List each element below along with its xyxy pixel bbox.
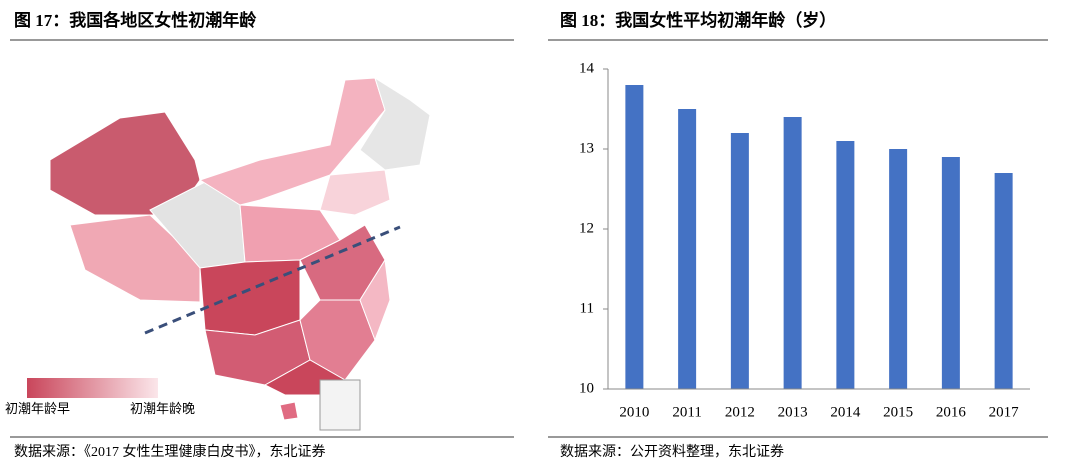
- x-tick-label: 2012: [725, 404, 755, 420]
- y-tick-label: 14: [579, 60, 595, 76]
- y-tick-label: 10: [579, 380, 594, 396]
- x-tick-label: 2010: [619, 404, 649, 420]
- map-title: 图 17：我国各地区女性初潮年龄: [14, 10, 257, 30]
- bar: [994, 173, 1013, 389]
- legend-gradient: [27, 378, 158, 398]
- bar: [678, 109, 697, 389]
- x-tick-label: 2014: [830, 404, 861, 420]
- x-tick-label: 2016: [936, 404, 967, 420]
- legend-label: 初潮年龄晚: [130, 401, 195, 416]
- legend-label: 初潮年龄早: [5, 401, 70, 416]
- source: 数据来源：《2017 女性生理健康白皮书》，东北证券: [14, 443, 326, 460]
- bar: [730, 133, 749, 389]
- y-tick-label: 12: [579, 220, 594, 236]
- bar: [783, 117, 802, 389]
- bar: [941, 157, 960, 389]
- x-tick-label: 2013: [778, 404, 808, 420]
- map: [49, 76, 431, 431]
- divider-line: [144, 225, 401, 335]
- chart-title: 图 18：我国女性平均初潮年龄（岁）: [560, 10, 836, 30]
- bar: [625, 85, 644, 389]
- source: 数据来源：公开资料整理，东北证券: [560, 444, 784, 460]
- bar: [889, 149, 908, 389]
- y-tick-label: 11: [580, 300, 594, 316]
- y-tick-label: 13: [579, 140, 594, 156]
- x-tick-label: 2015: [883, 404, 913, 420]
- x-tick-label: 2011: [672, 404, 701, 420]
- x-tick-label: 2017: [989, 404, 1020, 420]
- bar: [836, 141, 855, 389]
